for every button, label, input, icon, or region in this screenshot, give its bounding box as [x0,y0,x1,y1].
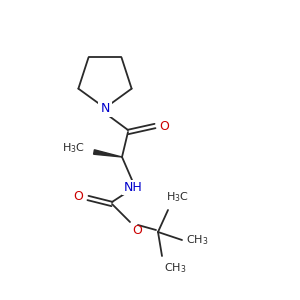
Text: N: N [100,101,110,115]
Text: H$_3$C: H$_3$C [62,141,85,155]
Text: CH$_3$: CH$_3$ [164,261,187,275]
Text: CH$_3$: CH$_3$ [186,233,208,247]
Text: O: O [159,119,169,133]
Text: O: O [73,190,83,203]
Text: H$_3$C: H$_3$C [166,190,189,204]
Text: O: O [132,224,142,237]
Polygon shape [94,150,122,157]
Text: NH: NH [124,181,142,194]
